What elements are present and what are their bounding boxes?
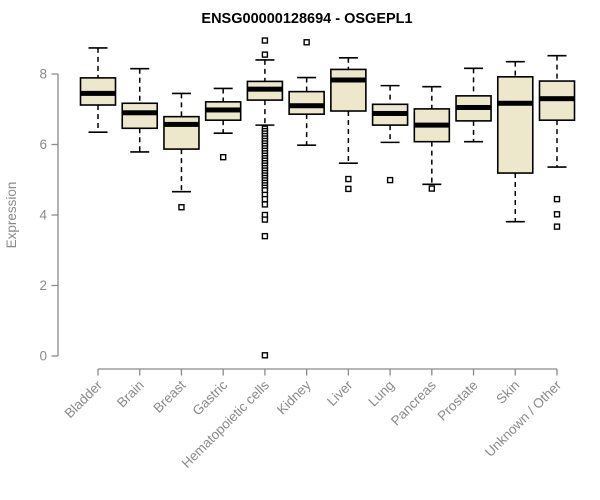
median-bar	[247, 86, 283, 92]
y-axis: 0 2 4 6 8	[39, 67, 59, 364]
y-tick-label: 6	[39, 137, 47, 152]
y-axis-title: Expression	[4, 182, 19, 249]
median-bar	[497, 100, 533, 106]
x-tick-label-lung: Lung	[365, 378, 397, 410]
chart-title: ENSG00000128694 - OSGEPL1	[201, 11, 412, 27]
outlier-point	[553, 195, 561, 203]
outlier-point	[345, 185, 352, 193]
x-tick-label-unknown-other: Unknown / Other	[482, 377, 565, 460]
x-tick-label-breast: Breast	[150, 377, 188, 415]
outlier-point	[553, 211, 561, 218]
box-group-skin	[496, 60, 534, 223]
x-tick-label-gastric: Gastric	[189, 377, 230, 418]
median-bar	[122, 110, 158, 116]
outlier-point	[261, 37, 269, 44]
box-plots	[79, 37, 576, 359]
outlier-point	[219, 153, 227, 161]
y-tick-label: 2	[39, 278, 47, 293]
outlier-point	[386, 176, 394, 184]
outlier-point	[553, 223, 561, 230]
y-tick-label: 8	[39, 67, 47, 82]
outlier-point	[261, 232, 269, 240]
median-bar	[372, 110, 408, 116]
y-tick-label: 0	[39, 349, 47, 364]
box-group-liver	[330, 56, 367, 193]
outlier-point	[345, 175, 352, 183]
box-group-brain	[121, 67, 159, 153]
outlier-point	[261, 216, 269, 223]
x-tick-label-liver: Liver	[324, 377, 356, 409]
median-bar	[414, 122, 450, 128]
box-group-prostate	[455, 67, 492, 143]
outlier-point	[261, 51, 269, 58]
outlier-point	[303, 39, 310, 46]
outlier-point	[261, 195, 269, 203]
iqr-box	[288, 90, 325, 115]
outlier-point	[261, 201, 269, 208]
median-bar	[205, 107, 241, 113]
box-group-breast	[163, 92, 200, 211]
box-group-gastric	[204, 87, 242, 161]
median-bar	[289, 103, 325, 109]
iqr-box	[121, 102, 159, 130]
x-tick-label-brain: Brain	[114, 378, 147, 411]
outlier-point	[261, 352, 269, 359]
box-group-bladder	[79, 47, 117, 133]
box-group-kidney	[288, 39, 325, 147]
x-tick-label-skin: Skin	[493, 378, 522, 407]
outlier-point	[178, 204, 185, 211]
iqr-box	[163, 115, 200, 150]
x-tick-label-bladder: Bladder	[62, 377, 106, 421]
x-tick-label-kidney: Kidney	[274, 377, 314, 417]
iqr-box	[496, 76, 534, 174]
x-tick-label-prostate: Prostate	[435, 378, 481, 424]
box-group-hematopoietic-cells	[246, 37, 284, 359]
box-group-lung	[371, 84, 409, 184]
y-tick-label: 4	[39, 208, 47, 223]
x-tick-label-pancreas: Pancreas	[388, 377, 439, 428]
iqr-box	[330, 68, 367, 112]
box-group-unknown-other	[538, 54, 576, 230]
outlier-point	[428, 185, 436, 192]
median-bar	[456, 104, 492, 110]
median-bar	[330, 77, 366, 83]
median-bar	[163, 121, 199, 127]
box-group-pancreas	[413, 85, 451, 192]
median-bar	[80, 90, 116, 96]
median-bar	[539, 96, 575, 102]
